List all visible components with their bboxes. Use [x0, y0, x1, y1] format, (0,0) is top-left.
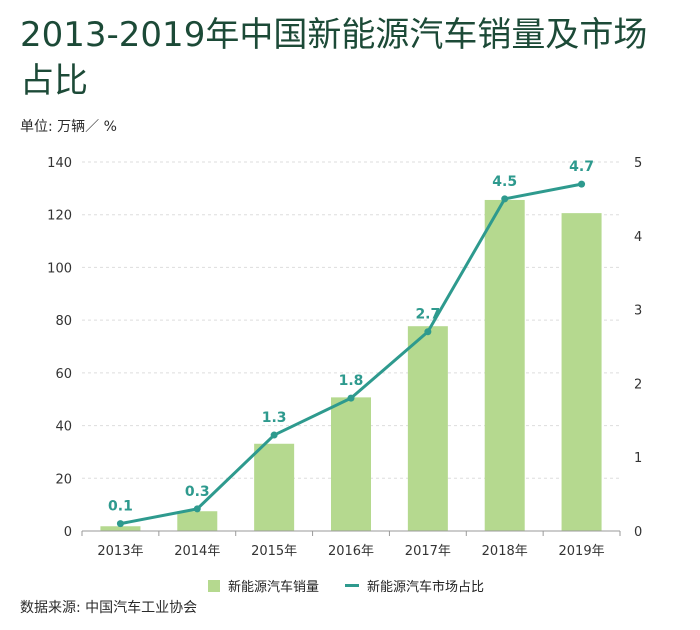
y-right-tick-label: 4 [634, 230, 642, 245]
bar [484, 199, 525, 531]
share-point [193, 505, 201, 513]
share-point [116, 520, 124, 528]
x-tick-label: 2016年 [328, 544, 374, 559]
bar [561, 213, 602, 531]
legend-item-line: 新能源汽车市场占比 [345, 576, 484, 595]
bar [331, 397, 371, 531]
y-left-tick-label: 140 [47, 156, 72, 171]
bar [407, 326, 448, 531]
share-point [424, 328, 432, 336]
legend-bar-label: 新能源汽车销量 [228, 580, 320, 595]
y-right-tick-label: 1 [634, 451, 642, 466]
x-tick-label: 2018年 [482, 544, 528, 559]
bar [177, 511, 218, 531]
y-right-tick-label: 3 [634, 304, 642, 319]
y-left-tick-label: 120 [47, 209, 72, 224]
legend-line-swatch [345, 584, 360, 587]
share-point [347, 394, 355, 402]
legend-bar-swatch [208, 579, 220, 592]
x-tick-label: 2019年 [559, 544, 605, 559]
x-tick-label: 2015年 [251, 544, 297, 559]
unit-label: 单位: 万辆／ % [20, 119, 117, 135]
share-data-label: 0.3 [185, 484, 210, 500]
y-left-tick-label: 80 [55, 314, 72, 329]
y-left-tick-label: 20 [55, 472, 72, 487]
share-data-label: 1.3 [262, 410, 287, 426]
share-data-label: 0.1 [108, 499, 133, 515]
bar [100, 526, 141, 531]
chart-title: 2013-2019年中国新能源汽车销量及市场占比 [20, 15, 648, 101]
share-point [270, 431, 278, 439]
bar [254, 443, 295, 531]
legend-item-bar: 新能源汽车销量 [208, 576, 319, 595]
y-left-tick-label: 60 [55, 367, 72, 382]
x-tick-label: 2013年 [97, 544, 143, 559]
y-left-tick-label: 100 [47, 261, 72, 276]
share-data-label: 4.5 [492, 174, 517, 190]
x-tick-label: 2014年 [174, 544, 220, 559]
share-data-label: 1.8 [339, 373, 364, 389]
y-right-tick-label: 5 [634, 156, 642, 171]
y-right-tick-label: 0 [634, 525, 642, 540]
share-point [578, 180, 586, 188]
share-data-label: 4.7 [569, 159, 594, 175]
share-data-label: 2.7 [415, 307, 440, 323]
y-right-tick-label: 2 [634, 377, 642, 392]
y-left-tick-label: 40 [55, 420, 72, 435]
source-note: 数据来源: 中国汽车工业协会 [20, 600, 198, 616]
y-left-tick-label: 0 [64, 525, 72, 540]
legend: 新能源汽车销量 新能源汽车市场占比 [208, 576, 510, 595]
x-tick-label: 2017年 [405, 544, 451, 559]
legend-line-label: 新能源汽车市场占比 [367, 580, 485, 595]
share-point [501, 195, 509, 203]
